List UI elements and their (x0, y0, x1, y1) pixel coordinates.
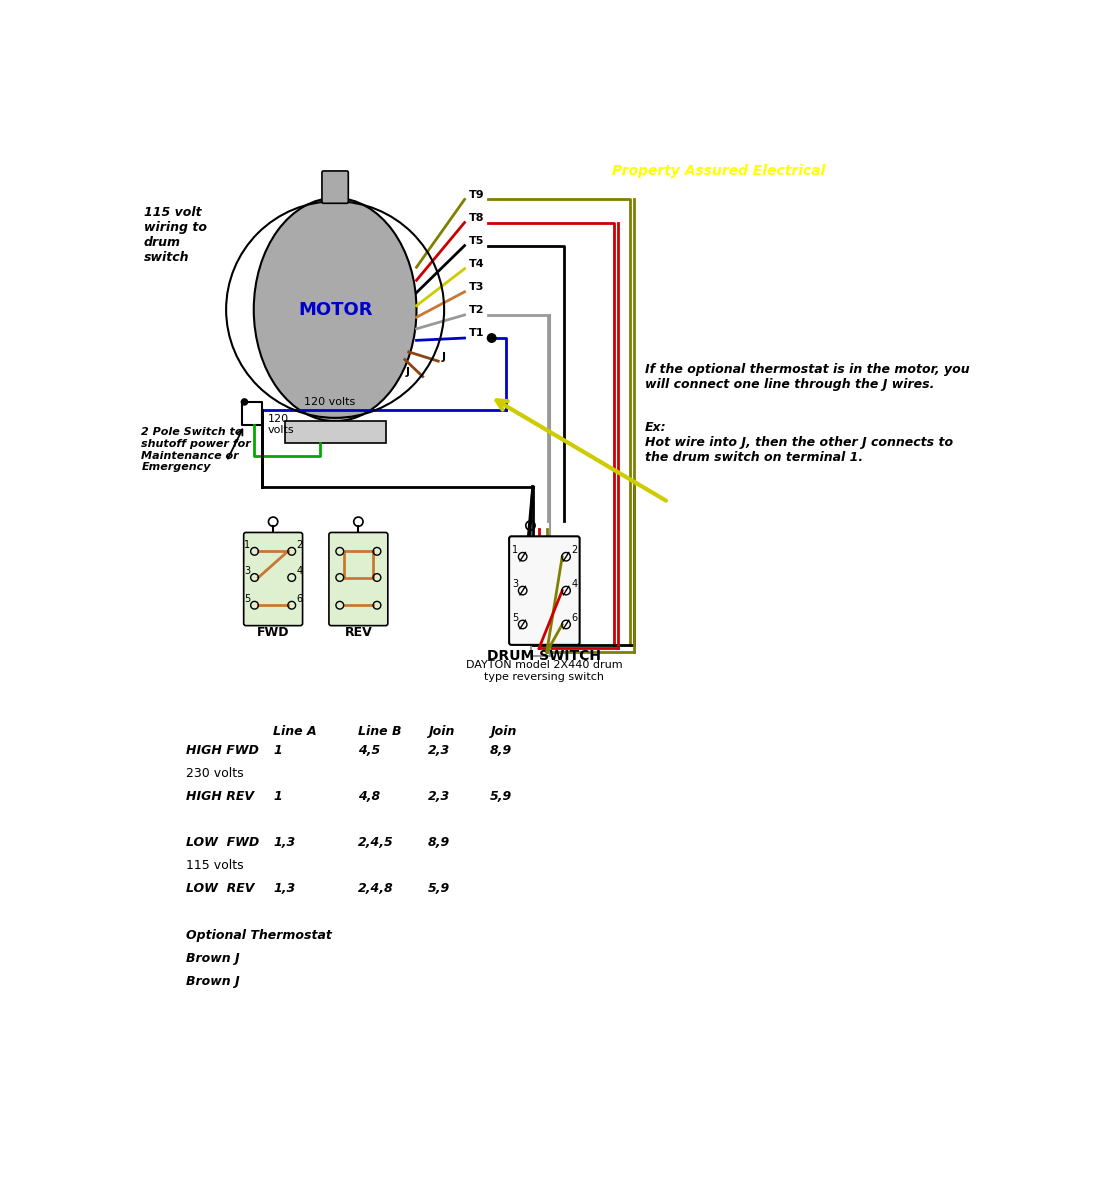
Text: 1: 1 (512, 545, 518, 554)
Text: 5,9: 5,9 (491, 790, 513, 803)
Text: Join: Join (428, 725, 454, 738)
Text: 1: 1 (273, 790, 282, 803)
Text: T5: T5 (469, 236, 484, 246)
Text: Ex:
Hot wire into J, then the other J connects to
the drum switch on terminal 1.: Ex: Hot wire into J, then the other J co… (645, 421, 954, 464)
Circle shape (241, 398, 248, 406)
Text: FWD: FWD (257, 625, 289, 638)
Text: LOW  FWD: LOW FWD (186, 836, 258, 850)
Text: J: J (406, 367, 409, 377)
Text: 3: 3 (512, 578, 518, 589)
Text: 120
volts: 120 volts (267, 414, 295, 436)
Text: Optional Thermostat: Optional Thermostat (186, 929, 331, 942)
Text: REV: REV (344, 625, 372, 638)
Text: 4: 4 (572, 578, 578, 589)
Text: If the optional thermostat is in the motor, you
will connect one line through th: If the optional thermostat is in the mot… (645, 364, 970, 391)
FancyBboxPatch shape (285, 421, 385, 443)
Text: 230 volts: 230 volts (186, 767, 243, 780)
Text: Brown J: Brown J (186, 974, 239, 988)
Text: 1: 1 (273, 744, 282, 757)
Text: T9: T9 (469, 190, 484, 200)
Text: 115 volt
wiring to
drum
switch: 115 volt wiring to drum switch (144, 205, 207, 264)
Text: DAYTON model 2X440 drum
type reversing switch: DAYTON model 2X440 drum type reversing s… (466, 660, 623, 682)
Text: T8: T8 (469, 214, 484, 223)
Text: T2: T2 (469, 306, 484, 316)
Text: J: J (441, 352, 446, 361)
Text: 8,9: 8,9 (491, 744, 513, 757)
Ellipse shape (254, 198, 417, 421)
Text: 3: 3 (244, 566, 251, 576)
Text: T3: T3 (469, 282, 484, 293)
FancyBboxPatch shape (322, 170, 349, 203)
Text: 2,3: 2,3 (428, 790, 450, 803)
Text: 4,5: 4,5 (359, 744, 381, 757)
Text: 115 volts: 115 volts (186, 859, 243, 872)
Text: 5: 5 (244, 594, 251, 604)
Text: 8,9: 8,9 (428, 836, 450, 850)
Text: 6: 6 (296, 594, 303, 604)
Text: Brown J: Brown J (186, 952, 239, 965)
Text: 1: 1 (244, 540, 251, 551)
Text: HIGH FWD: HIGH FWD (186, 744, 258, 757)
Text: T1: T1 (469, 329, 484, 338)
Text: DRUM SWITCH: DRUM SWITCH (487, 648, 602, 662)
Text: 120 volts: 120 volts (304, 397, 355, 407)
Text: Property Assured Electrical: Property Assured Electrical (612, 164, 825, 178)
Text: 2 Pole Switch to
shutoff power for
Maintenance or
Emergency: 2 Pole Switch to shutoff power for Maint… (142, 427, 251, 472)
Text: Line A: Line A (273, 725, 317, 738)
Text: 4,8: 4,8 (359, 790, 381, 803)
Text: 2: 2 (296, 540, 303, 551)
Circle shape (487, 334, 496, 342)
Text: HIGH REV: HIGH REV (186, 790, 253, 803)
Text: 4: 4 (296, 566, 303, 576)
Text: 2: 2 (572, 545, 578, 554)
FancyBboxPatch shape (244, 533, 303, 625)
Text: T4: T4 (469, 259, 484, 269)
FancyBboxPatch shape (329, 533, 388, 625)
Text: 2,4,5: 2,4,5 (359, 836, 394, 850)
Text: 6: 6 (572, 613, 578, 623)
Text: Line B: Line B (359, 725, 402, 738)
Text: 5: 5 (512, 613, 518, 623)
Text: Join: Join (491, 725, 517, 738)
Text: 5,9: 5,9 (428, 882, 450, 895)
Text: 2,3: 2,3 (428, 744, 450, 757)
Text: 1,3: 1,3 (273, 882, 296, 895)
Text: 2,4,8: 2,4,8 (359, 882, 394, 895)
Text: 1,3: 1,3 (273, 836, 296, 850)
FancyBboxPatch shape (509, 536, 580, 644)
Text: LOW  REV: LOW REV (186, 882, 254, 895)
Text: MOTOR: MOTOR (298, 300, 373, 318)
